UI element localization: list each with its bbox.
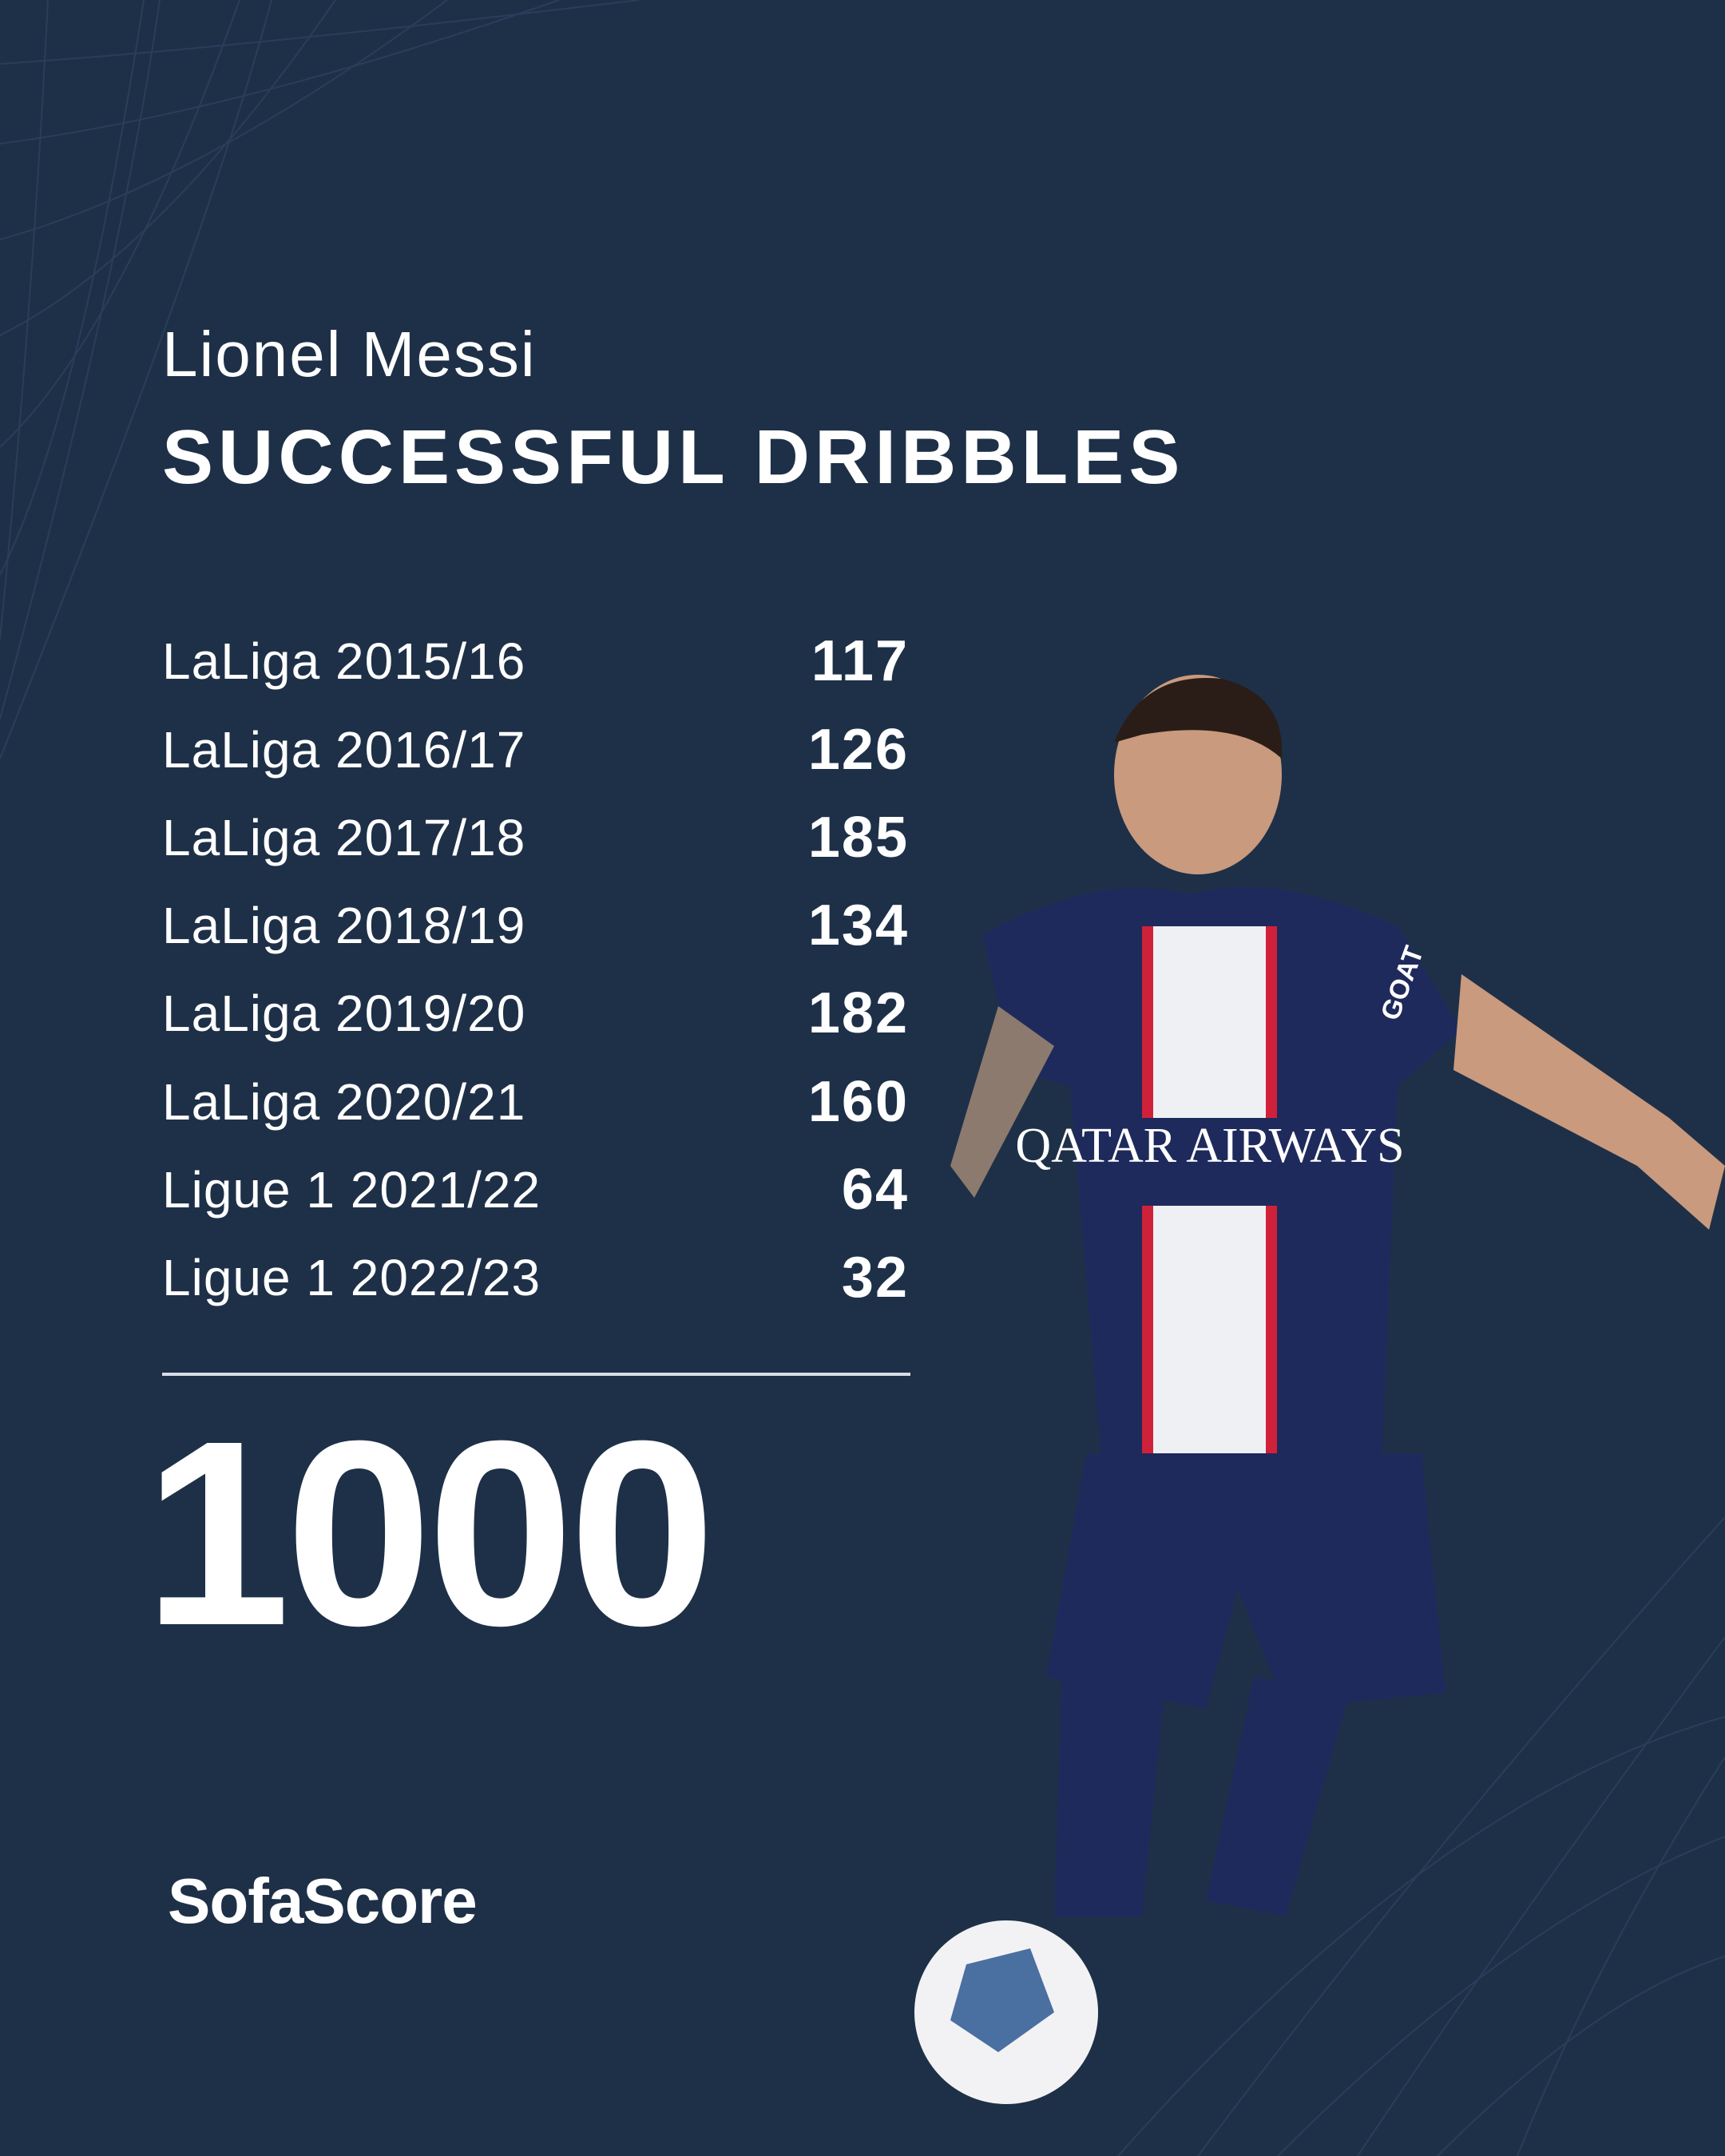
season-row: Ligue 1 2021/22 64: [162, 1150, 909, 1230]
season-value: 185: [807, 806, 909, 870]
divider: [162, 1373, 910, 1376]
sofascore-logo: SofaScore: [168, 1865, 478, 1936]
season-row: LaLiga 2019/20 182: [162, 973, 909, 1053]
season-value: 134: [807, 894, 909, 957]
player-photo: QATAR AIRWAYS GOAT: [914, 675, 1725, 2104]
player-name: Lionel Messi: [162, 319, 537, 390]
season-value: 117: [811, 629, 909, 693]
season-row: LaLiga 2015/16 117: [162, 621, 909, 701]
season-label: Ligue 1 2022/23: [162, 1249, 541, 1306]
season-row: LaLiga 2017/18 185: [162, 798, 909, 878]
season-row: LaLiga 2020/21 160: [162, 1062, 909, 1142]
season-label: LaLiga 2016/17: [162, 721, 526, 779]
season-label: LaLiga 2017/18: [162, 809, 526, 866]
total-value: 1000: [144, 1385, 716, 1680]
season-label: LaLiga 2019/20: [162, 985, 526, 1042]
season-label: Ligue 1 2021/22: [162, 1161, 541, 1219]
season-label: LaLiga 2020/21: [162, 1073, 526, 1131]
season-label: LaLiga 2015/16: [162, 632, 526, 690]
season-row: Ligue 1 2022/23 32: [162, 1238, 909, 1318]
season-value: 182: [807, 981, 909, 1045]
season-label: LaLiga 2018/19: [162, 897, 526, 954]
season-row: LaLiga 2016/17 126: [162, 710, 909, 790]
season-row: LaLiga 2018/19 134: [162, 886, 909, 965]
season-value: 126: [807, 718, 909, 782]
shirt-sponsor: QATAR AIRWAYS: [1015, 1119, 1404, 1173]
season-value: 160: [807, 1070, 909, 1134]
season-value: 64: [841, 1158, 909, 1222]
season-value: 32: [841, 1246, 909, 1310]
stat-title: SUCCESSFUL DRIBBLES: [162, 414, 1185, 500]
